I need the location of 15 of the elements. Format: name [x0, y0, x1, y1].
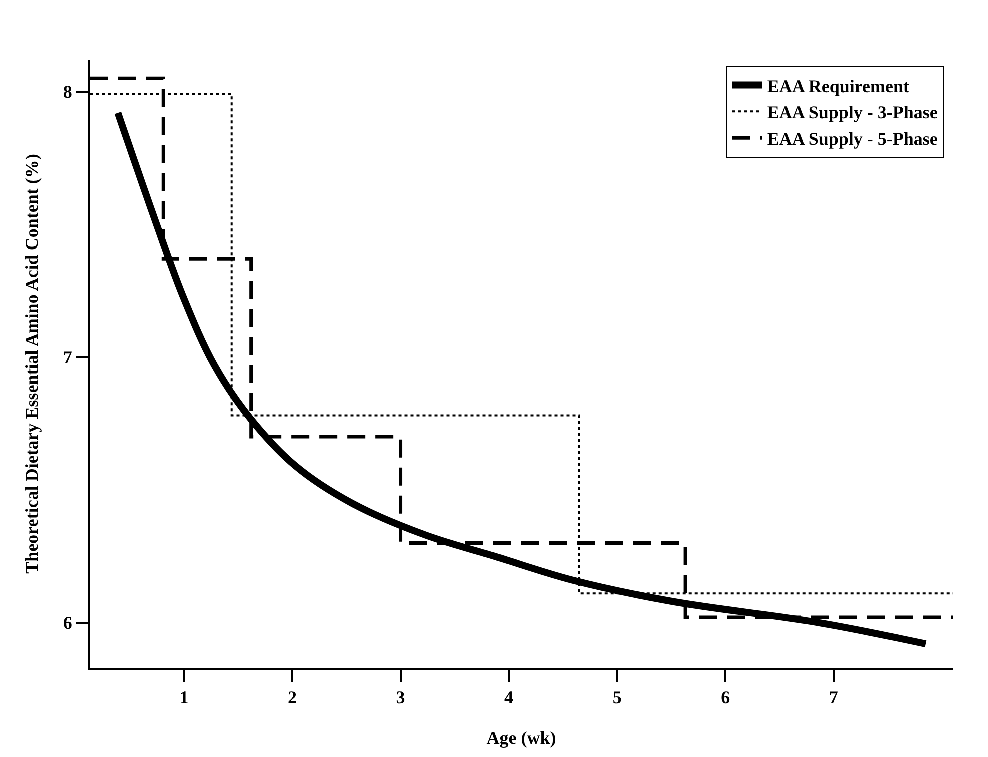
x-tick-label: 6 — [721, 688, 730, 708]
x-tick-label: 4 — [504, 688, 514, 708]
x-tick-label: 2 — [288, 688, 297, 708]
y-tick-label: 6 — [63, 613, 72, 634]
y-tick-label: 8 — [63, 82, 72, 102]
x-tick-label: 7 — [829, 688, 838, 708]
x-tick-label: 1 — [180, 688, 189, 708]
legend-label: EAA Supply - 3-Phase — [767, 102, 938, 123]
legend-label: EAA Requirement — [767, 76, 910, 96]
x-tick-label: 5 — [612, 688, 622, 708]
x-tick-label: 3 — [396, 688, 406, 708]
x-axis-title: Age (wk) — [486, 728, 556, 748]
y-tick-label: 7 — [63, 348, 72, 368]
y-axis-title: Theoretical Dietary Essential Amino Acid Content (%) — [22, 154, 42, 574]
legend-label: EAA Supply - 5-Phase — [767, 129, 938, 150]
